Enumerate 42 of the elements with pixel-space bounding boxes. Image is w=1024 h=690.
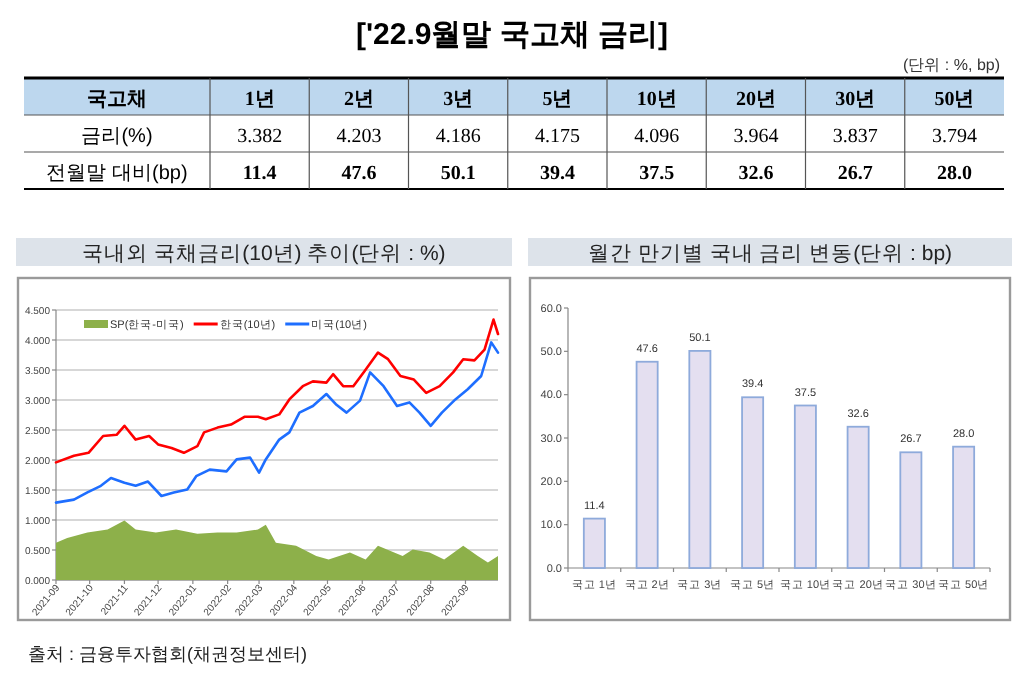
category-label: 1년 [244,88,275,111]
category-label: 30년 [835,88,876,111]
chart-title: 월간 만기별 국내 금리 변동(단위 : bp) [587,242,953,266]
bar [635,360,659,569]
bar [846,425,870,569]
data-label: 4.175 [534,125,580,148]
category-label: 20년 [735,88,776,111]
bar [582,517,606,569]
data-label: 4.203 [336,125,382,148]
data-label: 37.5 [639,162,675,185]
data-label: 11.4 [242,162,277,185]
line-series [54,341,500,504]
data-label: 28.0 [936,162,972,185]
source-note: 출처 : 금융투자협회(채권정보센터) [28,644,307,664]
chart-title: 국내외 국채금리(10년) 추이(단위 : %) [82,242,446,266]
data-label: 47.6 [341,162,377,185]
data-label: 3.837 [832,125,878,148]
text: 금리(%) [81,125,153,148]
text: (단위 : %, bp) [903,56,1001,74]
text: 국고채 [87,88,147,111]
data-label: 26.7 [837,162,873,185]
line-series [54,318,500,464]
category-label: 5년 [542,88,573,111]
text: 전월말 대비(bp) [46,162,188,185]
category-label: 10년 [636,88,677,111]
bar [899,451,923,569]
category-label: 3년 [443,88,474,111]
category-label: 50년 [934,88,975,111]
bar [741,396,765,569]
bar [688,350,712,569]
category-label: 2년 [343,88,374,111]
data-label: 32.6 [738,162,774,185]
text: ['22.9월말 국고채 금리] [355,18,669,52]
data-label: 4.186 [435,125,481,148]
bar [793,404,817,569]
bar [952,445,976,569]
data-label: 4.096 [634,125,680,148]
data-label: 3.794 [931,125,977,148]
data-label: 3.382 [237,125,283,148]
data-label: 3.964 [733,125,779,148]
data-label: 50.1 [440,162,476,185]
data-label: 39.4 [539,162,575,185]
